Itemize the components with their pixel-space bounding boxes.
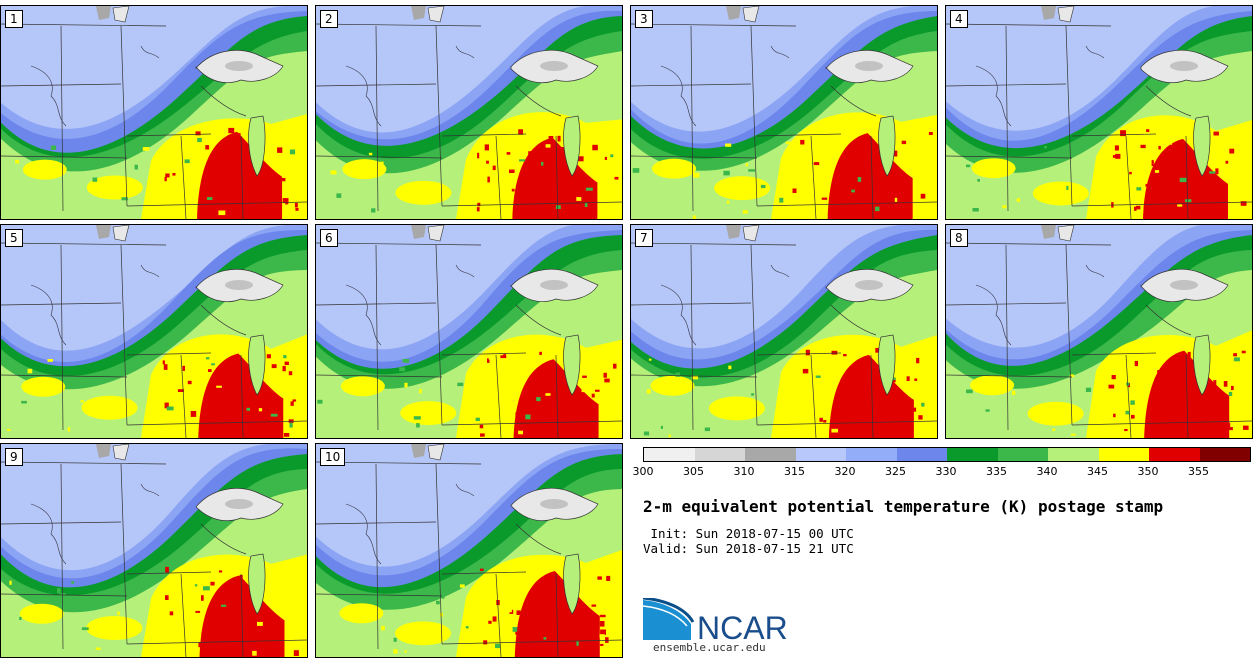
member-number-label: 10 [320, 448, 346, 466]
colorbar-swatch [947, 448, 998, 461]
postage-stamp-panel: 5 [0, 224, 308, 439]
init-time: Init: Sun 2018-07-15 00 UTC [643, 526, 854, 541]
ncar-logo: NCAR [643, 598, 788, 646]
member-number-label: 8 [950, 229, 968, 247]
member-number-label: 6 [320, 229, 338, 247]
member-number-label: 4 [950, 10, 968, 28]
postage-stamp-panel: 9 [0, 443, 308, 658]
postage-stamp-panel: 8 [945, 224, 1253, 439]
colorbar-swatch [1149, 448, 1200, 461]
logo-url: ensemble.ucar.edu [653, 641, 766, 654]
postage-stamp-panel: 7 [630, 224, 938, 439]
member-number-label: 5 [5, 229, 23, 247]
member-number-label: 9 [5, 448, 23, 466]
colorbar-swatch [997, 448, 1048, 461]
colorbar [643, 447, 1251, 462]
colorbar-swatch [1199, 448, 1250, 461]
colorbar-swatch [745, 448, 796, 461]
postage-stamp-panel: 10 [315, 443, 623, 658]
colorbar-tick-labels: 300 305 310 315 320 325 330 335 340 345 350 355 [633, 465, 1249, 479]
colorbar-swatch [1048, 448, 1099, 461]
ncar-logo-text: NCAR [697, 610, 788, 646]
postage-stamp-panel: 6 [315, 224, 623, 439]
postage-stamp-panel: 1 [0, 5, 308, 220]
colorbar-swatch [846, 448, 897, 461]
figure-title: 2-m equivalent potential temperature (K)… [643, 497, 1164, 516]
colorbar-tick-label: 305 [683, 465, 704, 478]
colorbar-tick-label: 340 [1036, 465, 1058, 478]
colorbar-swatch [896, 448, 947, 461]
postage-stamp-panel: 4 [945, 5, 1253, 220]
colorbar-tick-label: 345 [1087, 465, 1108, 478]
postage-stamp-panel: 3 [630, 5, 938, 220]
colorbar-swatch [795, 448, 846, 461]
member-number-label: 2 [320, 10, 338, 28]
colorbar-tick-label: 335 [986, 465, 1007, 478]
postage-stamp-panel: 2 [315, 5, 623, 220]
colorbar-tick-label: 320 [834, 465, 856, 478]
colorbar-swatch [644, 448, 695, 461]
colorbar-swatch [694, 448, 745, 461]
colorbar-tick-label: 310 [733, 465, 755, 478]
colorbar-swatch [1098, 448, 1149, 461]
member-number-label: 3 [635, 10, 653, 28]
colorbar-tick-label: 330 [935, 465, 957, 478]
colorbar-tick-label: 355 [1188, 465, 1209, 478]
member-number-label: 7 [635, 229, 653, 247]
valid-time: Valid: Sun 2018-07-15 21 UTC [643, 541, 854, 556]
colorbar-tick-label: 300 [632, 465, 654, 478]
colorbar-tick-label: 315 [784, 465, 805, 478]
colorbar-tick-label: 325 [885, 465, 906, 478]
member-number-label: 1 [5, 10, 23, 28]
colorbar-tick-label: 350 [1137, 465, 1159, 478]
